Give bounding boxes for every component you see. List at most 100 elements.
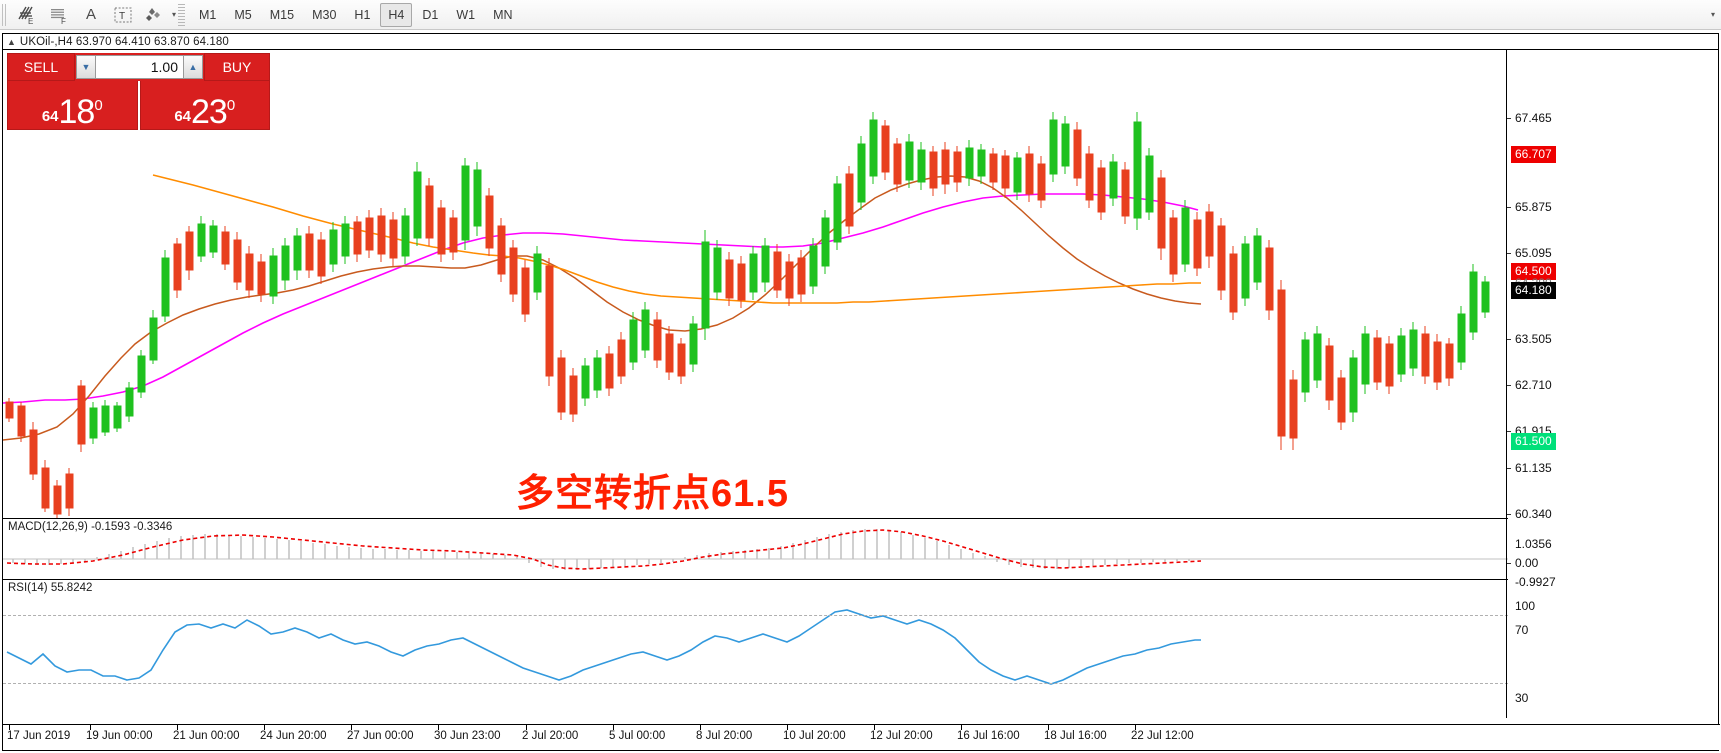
trade-panel-controls-row: SELL ▼ 1.00 ▲ BUY <box>7 53 270 81</box>
chart-annotation-text[interactable]: 多空转折点61.5 <box>516 473 789 515</box>
macd-axis-zero: 0.00 <box>1515 556 1539 570</box>
sell-price-integer: 64 <box>41 108 59 125</box>
timeframe-m30[interactable]: M30 <box>312 7 337 22</box>
rsi-oversold-line <box>3 683 1508 684</box>
time-label-7: 5 Jul 00:00 <box>609 730 666 742</box>
rsi-label: RSI(14) 55.8242 <box>8 582 93 594</box>
timeframe-d1[interactable]: D1 <box>422 7 439 22</box>
current-price-badge: 64.180 <box>1511 282 1556 299</box>
macd-histogram <box>12 529 1190 570</box>
level-badge-66707[interactable]: 66.707 <box>1511 146 1556 163</box>
axis-tick <box>1507 385 1511 386</box>
text-box-icon[interactable]: T <box>107 2 139 28</box>
axis-label-65875: 65.875 <box>1515 200 1552 214</box>
rsi-line <box>6 609 1201 685</box>
svg-text:T: T <box>119 11 125 22</box>
collapse-icon[interactable]: ▲ <box>7 36 16 47</box>
time-label-1: 19 Jun 00:00 <box>86 730 153 742</box>
axis-label-63505: 63.505 <box>1515 332 1552 346</box>
drawing-objects-dropdown-caret[interactable]: ▾ <box>172 10 177 19</box>
buy-price-integer: 64 <box>174 108 191 125</box>
time-label-4: 27 Jun 00:00 <box>347 730 414 742</box>
symbol-info-bar: ▲ UKOil-,H4 63.970 64.410 63.870 64.180 <box>3 34 1718 50</box>
drawing-objects-icon[interactable] <box>139 2 171 28</box>
timeframe-w1[interactable]: W1 <box>456 7 476 22</box>
buy-button[interactable]: BUY <box>204 53 270 81</box>
svg-text:E: E <box>28 17 33 25</box>
level-badge-61500[interactable]: 61.500 <box>1511 433 1556 450</box>
volume-decrement-button[interactable]: ▼ <box>76 55 96 79</box>
main-toolbar: E F A T <box>0 0 1721 30</box>
time-label-8: 8 Jul 20:00 <box>696 730 753 742</box>
buy-price-display[interactable]: 64 23 0 <box>139 81 270 132</box>
volume-stepper[interactable]: ▼ 1.00 ▲ <box>75 53 204 81</box>
macd-pane[interactable]: MACD(12,26,9) -0.1593 -0.3346 <box>3 518 1508 578</box>
expert-advisor-icon[interactable]: E <box>11 2 43 28</box>
time-axis[interactable]: 17 Jun 2019 19 Jun 00:00 21 Jun 00:00 24… <box>3 724 1720 750</box>
axis-label-67465: 67.465 <box>1515 111 1552 125</box>
time-label-6: 2 Jul 20:00 <box>522 730 579 742</box>
axis-label-61135: 61.135 <box>1515 461 1552 475</box>
macd-axis-min: -0.9927 <box>1515 575 1556 589</box>
timeframe-h1[interactable]: H1 <box>354 7 371 22</box>
timeframe-m1[interactable]: M1 <box>199 7 217 22</box>
time-label-3: 24 Jun 20:00 <box>260 730 327 742</box>
volume-increment-button[interactable]: ▲ <box>183 55 203 79</box>
sell-price-display[interactable]: 64 18 0 <box>7 81 138 130</box>
ma-brown-line <box>3 175 1202 441</box>
svg-text:F: F <box>61 17 66 25</box>
rsi-axis-70: 70 <box>1515 623 1529 637</box>
axis-tick <box>1507 118 1511 119</box>
rsi-overbought-line <box>3 615 1508 616</box>
trade-panel-prices-row: 64 18 0 64 23 0 <box>7 81 270 130</box>
toolbar-overflow[interactable]: ▾ <box>1710 10 1715 19</box>
timeframe-mn[interactable]: MN <box>493 7 513 22</box>
axis-tick <box>1507 468 1511 469</box>
time-label-11: 16 Jul 16:00 <box>957 730 1020 742</box>
timeframe-m5[interactable]: M5 <box>234 7 252 22</box>
macd-label: MACD(12,26,9) -0.1593 -0.3346 <box>8 521 173 533</box>
timeframe-group: M1 M5 M15 M30 H1 H4 D1 W1 MN <box>191 2 523 27</box>
rsi-pane[interactable]: RSI(14) 55.8242 <box>3 579 1508 726</box>
sell-price-pips: 18 <box>58 93 96 132</box>
timeframe-h4[interactable]: H4 <box>380 2 413 27</box>
candle-group <box>5 112 1490 518</box>
axis-tick <box>1507 563 1511 564</box>
macd-series <box>3 529 1508 570</box>
timeframe-m15[interactable]: M15 <box>269 7 295 22</box>
toolbar-separator-grip[interactable] <box>178 3 186 26</box>
macd-signal-line <box>6 529 1202 570</box>
axis-tick <box>1507 431 1511 432</box>
rsi-axis-30: 30 <box>1515 691 1529 705</box>
axis-tick <box>1507 339 1511 340</box>
time-label-10: 12 Jul 20:00 <box>870 730 933 742</box>
chevron-down-icon[interactable]: ▾ <box>1710 10 1715 19</box>
time-label-0: 17 Jun 2019 <box>7 730 71 742</box>
time-label-9: 10 Jul 20:00 <box>783 730 846 742</box>
candlestick-series <box>3 112 1490 518</box>
axis-tick <box>1507 514 1511 515</box>
price-chart-pane[interactable]: 多空转折点61.5 <box>3 50 1508 518</box>
one-click-trading-panel[interactable]: SELL ▼ 1.00 ▲ BUY 64 18 0 64 23 0 <box>7 53 270 130</box>
buy-price-pips: 23 <box>191 93 228 132</box>
sell-button[interactable]: SELL <box>7 53 75 81</box>
time-label-13: 22 Jul 12:00 <box>1131 730 1194 742</box>
rsi-series <box>6 609 1201 685</box>
indicators-list-icon[interactable]: F <box>43 2 75 28</box>
toolbar-grip[interactable] <box>2 3 8 26</box>
rsi-axis-100: 100 <box>1515 599 1536 613</box>
time-label-2: 21 Jun 00:00 <box>173 730 240 742</box>
time-label-5: 30 Jun 23:00 <box>434 730 501 742</box>
axis-label-65095: 65.095 <box>1515 246 1552 260</box>
symbol-ohlc-text: UKOil-,H4 63.970 64.410 63.870 64.180 <box>19 35 229 48</box>
price-axis[interactable]: 67.465 65.875 65.095 63.505 62.710 61.91… <box>1506 50 1718 718</box>
sell-price-fraction: 0 <box>94 97 103 114</box>
chart-window[interactable]: ▲ UKOil-,H4 63.970 64.410 63.870 64.180 <box>2 33 1720 751</box>
buy-price-fraction: 0 <box>226 97 236 114</box>
text-label-icon[interactable]: A <box>85 6 96 23</box>
volume-input[interactable]: 1.00 <box>96 55 183 79</box>
level-badge-64500[interactable]: 64.500 <box>1511 263 1556 280</box>
macd-axis-max: 1.0356 <box>1515 537 1552 551</box>
axis-label-62710: 62.710 <box>1515 378 1552 392</box>
